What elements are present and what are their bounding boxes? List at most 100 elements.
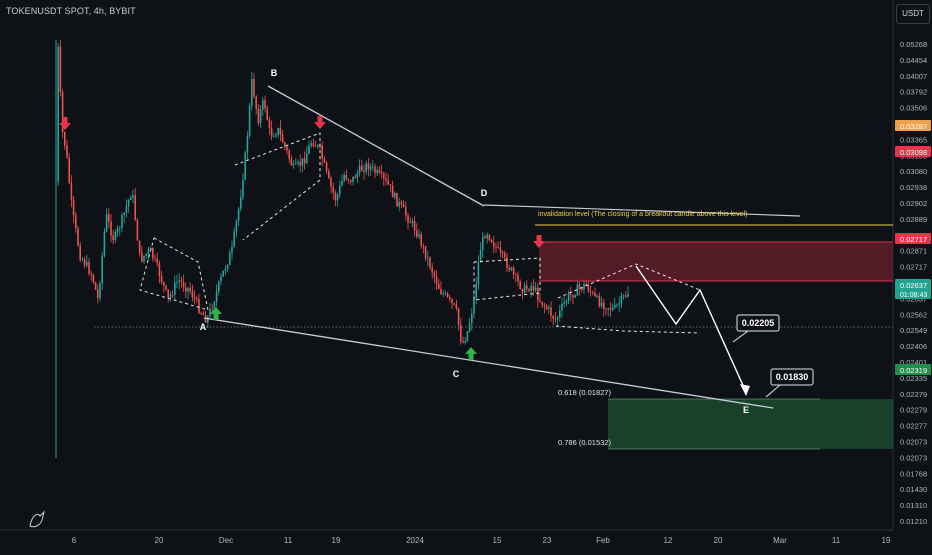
candle-body xyxy=(618,303,620,305)
candle-body xyxy=(88,262,90,274)
price-tick-label: 0.02279 xyxy=(900,390,927,399)
candle-body xyxy=(552,315,554,319)
candles-group xyxy=(55,39,629,345)
candle-body xyxy=(484,236,486,239)
candle-body xyxy=(471,313,473,324)
candle-body xyxy=(479,250,482,263)
candle-body xyxy=(152,247,154,259)
resistance-zone xyxy=(539,242,893,281)
fib-786-label: 0.786 (0.01532) xyxy=(558,438,611,447)
price-tick-label: 0.02549 xyxy=(900,326,927,335)
time-tick-label: Dec xyxy=(219,536,233,545)
candle-body xyxy=(539,300,541,302)
candle-body xyxy=(611,307,614,310)
price-tick-label: 0.02073 xyxy=(900,453,927,462)
currency-button[interactable]: USDT xyxy=(896,4,930,24)
candle-body xyxy=(114,231,117,240)
candle-body xyxy=(363,170,365,173)
candle-body xyxy=(66,145,68,158)
time-tick-label: 23 xyxy=(543,536,552,545)
candle-body xyxy=(281,134,284,143)
candle-body xyxy=(187,287,189,292)
candle-body xyxy=(475,284,477,299)
candle-body xyxy=(270,127,273,137)
candle-body xyxy=(180,280,183,282)
candle-body xyxy=(510,267,513,270)
candle-body xyxy=(581,287,583,290)
candle-body xyxy=(163,282,165,286)
candle-body xyxy=(123,212,125,216)
countdown-label: 01:08:43 xyxy=(900,292,927,299)
candle-body xyxy=(108,214,110,222)
candle-body xyxy=(255,96,257,109)
time-tick-label: 19 xyxy=(332,536,341,545)
candle-body xyxy=(79,245,81,261)
sell-arrow xyxy=(533,241,545,248)
sell-arrow xyxy=(59,123,71,130)
candle-body xyxy=(583,283,585,290)
candle-body xyxy=(110,221,112,236)
candle-body xyxy=(169,294,172,298)
candle-body xyxy=(328,171,330,179)
price-tick-label: 0.02335 xyxy=(900,374,927,383)
candle-body xyxy=(473,298,475,314)
candle-body xyxy=(72,199,75,216)
candle-body xyxy=(565,300,568,303)
candle-body xyxy=(103,231,106,256)
candle-body xyxy=(174,282,176,295)
candle-body xyxy=(240,197,242,209)
candle-body xyxy=(220,276,222,282)
candle-body xyxy=(405,207,407,216)
candle-body xyxy=(460,325,462,342)
sell-arrow xyxy=(62,117,68,123)
candle-body xyxy=(567,294,570,301)
candle-body xyxy=(237,208,240,221)
candle-body xyxy=(383,173,385,179)
candle-body xyxy=(167,289,169,298)
candle-body xyxy=(622,295,625,297)
candle-body xyxy=(189,287,191,291)
candle-body xyxy=(596,295,598,297)
candle-body xyxy=(112,235,114,240)
candle-body xyxy=(86,262,88,266)
candle-body xyxy=(297,161,299,164)
candle-body xyxy=(433,272,436,277)
candle-body xyxy=(259,109,262,124)
time-tick-label: Mar xyxy=(773,536,787,545)
candle-body xyxy=(380,172,383,174)
flag-pattern-1 xyxy=(139,237,209,311)
candle-body xyxy=(317,144,319,147)
price-tick-label: 0.04454 xyxy=(900,56,927,65)
candle-body xyxy=(290,158,293,166)
candle-body xyxy=(506,257,508,268)
time-tick-label: 6 xyxy=(72,536,77,545)
candle-body xyxy=(585,283,587,286)
buy-arrow xyxy=(210,307,222,314)
candle-body xyxy=(376,170,378,173)
price-badge-label: 0.03098 xyxy=(900,148,927,157)
candle-body xyxy=(512,267,515,275)
candle-body xyxy=(620,295,623,304)
candle-body xyxy=(457,308,460,326)
candle-body xyxy=(141,252,143,262)
candle-body xyxy=(440,288,442,295)
candle-body xyxy=(185,287,187,292)
candle-body xyxy=(548,307,550,309)
candle-body xyxy=(352,176,354,182)
candle-body xyxy=(136,219,139,241)
target-zone xyxy=(608,399,893,449)
candle-body xyxy=(64,132,66,146)
buy-arrow xyxy=(468,354,474,360)
wave-label-b: B xyxy=(271,68,278,78)
candle-body xyxy=(413,220,416,231)
candle-body xyxy=(202,313,205,316)
candle-body xyxy=(138,240,141,253)
price-tick-label: 0.02717 xyxy=(900,263,927,272)
candle-body xyxy=(246,135,249,153)
candle-body xyxy=(537,287,539,301)
price-tick-label: 0.02406 xyxy=(900,342,927,351)
candle-body xyxy=(262,100,264,110)
candle-body xyxy=(268,119,271,128)
